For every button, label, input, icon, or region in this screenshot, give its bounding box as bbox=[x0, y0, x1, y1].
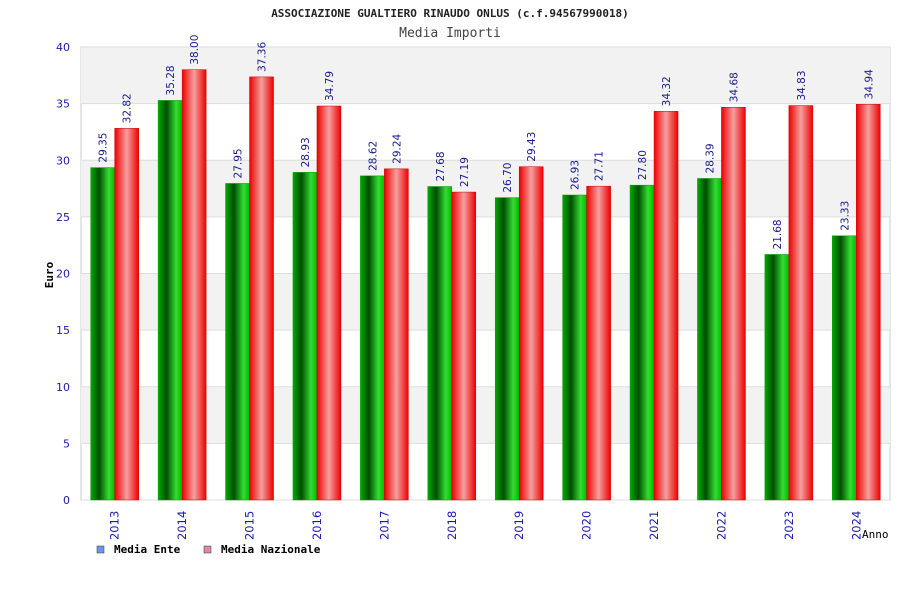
x-tick-label: 2014 bbox=[175, 511, 189, 540]
bar-media-nazionale bbox=[518, 166, 544, 501]
y-tick-label: 40 bbox=[56, 41, 70, 54]
bar-value-label: 29.24 bbox=[391, 133, 403, 163]
bar-media-nazionale bbox=[114, 128, 139, 501]
legend: Media Ente Media Nazionale bbox=[96, 543, 321, 556]
bar-media-ente bbox=[157, 100, 183, 501]
x-tick-label: 2016 bbox=[310, 511, 324, 540]
chart-subtitle: Media Importi bbox=[399, 26, 501, 41]
bar-value-label: 34.94 bbox=[863, 69, 875, 99]
bar-value-label: 37.36 bbox=[257, 42, 269, 72]
bar-value-labels: 29.35 32.82 35.28 38.00 27.95 37.36 28.93 34.79… bbox=[98, 35, 876, 250]
x-tick-label: 2018 bbox=[445, 511, 459, 540]
bar-media-nazionale bbox=[181, 69, 207, 501]
bar-media-ente bbox=[225, 183, 250, 501]
plot-band bbox=[81, 386, 890, 444]
chart-title: ASSOCIAZIONE GUALTIERO RINAUDO ONLUS (c.… bbox=[271, 7, 629, 20]
y-axis-label: Euro bbox=[43, 261, 56, 288]
x-tick-label: 2017 bbox=[377, 511, 391, 540]
y-tick-label: 30 bbox=[56, 154, 70, 167]
bar-media-ente bbox=[764, 254, 790, 501]
y-tick-label: 5 bbox=[63, 437, 70, 450]
bar-media-nazionale bbox=[451, 191, 477, 501]
bar-media-nazionale bbox=[316, 105, 342, 501]
bar-value-label: 38.00 bbox=[189, 35, 201, 65]
bar-value-label: 23.33 bbox=[839, 201, 851, 231]
y-tick-label: 15 bbox=[56, 324, 70, 337]
x-tick-label: 2015 bbox=[243, 511, 257, 540]
bar-media-ente bbox=[90, 167, 115, 501]
bar-media-nazionale bbox=[856, 104, 881, 501]
y-tick-label: 20 bbox=[56, 268, 70, 281]
bar-value-label: 21.68 bbox=[772, 219, 784, 249]
bar-value-label: 34.32 bbox=[661, 76, 673, 106]
bar-value-label: 35.28 bbox=[165, 65, 177, 95]
bar-value-label: 27.80 bbox=[637, 150, 649, 180]
bar-value-label: 27.71 bbox=[594, 151, 606, 181]
bar-value-label: 28.39 bbox=[704, 143, 716, 173]
x-tick-label: 2013 bbox=[108, 511, 122, 540]
bar-media-nazionale bbox=[586, 185, 611, 501]
bar-value-label: 29.43 bbox=[526, 132, 538, 162]
bar-media-ente bbox=[629, 184, 655, 501]
bar-value-label: 29.35 bbox=[98, 133, 110, 163]
x-tick-label: 2019 bbox=[512, 511, 526, 540]
bars bbox=[90, 69, 881, 501]
plot-band bbox=[81, 273, 890, 331]
bar-value-label: 26.93 bbox=[570, 160, 582, 190]
bar-value-label: 28.62 bbox=[367, 141, 379, 171]
y-axis-ticks: 0 5 10 15 20 25 30 35 40 bbox=[56, 41, 70, 507]
bar-media-ente bbox=[697, 178, 722, 501]
bar-media-nazionale bbox=[721, 106, 746, 501]
bar-media-ente bbox=[427, 186, 453, 501]
bar-media-ente bbox=[292, 172, 318, 501]
bar-value-label: 27.68 bbox=[435, 151, 447, 181]
y-tick-label: 0 bbox=[63, 494, 70, 507]
grid-lines bbox=[81, 46, 890, 501]
x-tick-label: 2024 bbox=[849, 511, 863, 540]
bar-media-nazionale bbox=[249, 76, 274, 501]
bar-media-ente bbox=[562, 194, 587, 501]
y-tick-label: 35 bbox=[56, 98, 70, 111]
legend-label-media-ente: Media Ente bbox=[114, 543, 181, 556]
y-tick-label: 25 bbox=[56, 211, 70, 224]
x-tick-label: 2021 bbox=[647, 511, 661, 540]
plot-band bbox=[81, 160, 890, 217]
x-axis-ticks: 2013 2014 2015 2016 2017 2018 2019 2020 2021 2022… bbox=[108, 511, 864, 540]
bar-value-label: 26.70 bbox=[502, 163, 514, 193]
bar-media-ente bbox=[360, 175, 385, 501]
plot-band bbox=[81, 47, 890, 104]
legend-swatch-media-nazionale bbox=[203, 545, 212, 554]
bar-media-ente bbox=[494, 197, 520, 501]
bar-value-label: 34.79 bbox=[324, 71, 336, 101]
bar-value-label: 28.93 bbox=[300, 137, 312, 167]
x-tick-label: 2020 bbox=[580, 511, 594, 540]
bar-value-label: 32.82 bbox=[122, 93, 134, 123]
bar-value-label: 27.95 bbox=[233, 148, 245, 178]
bar-media-nazionale bbox=[653, 111, 679, 501]
legend-swatch-media-ente bbox=[96, 545, 105, 554]
legend-label-media-nazionale: Media Nazionale bbox=[221, 543, 321, 556]
bar-media-nazionale bbox=[788, 105, 814, 501]
bar-value-label: 34.83 bbox=[796, 70, 808, 100]
x-tick-label: 2023 bbox=[782, 511, 796, 540]
x-axis-label: Anno bbox=[862, 528, 889, 541]
x-tick-label: 2022 bbox=[714, 511, 728, 540]
bar-value-label: 27.19 bbox=[459, 157, 471, 187]
bar-value-label: 34.68 bbox=[728, 72, 740, 102]
bar-media-ente bbox=[832, 235, 857, 501]
bar-media-nazionale bbox=[384, 168, 409, 501]
y-tick-label: 10 bbox=[56, 381, 70, 394]
